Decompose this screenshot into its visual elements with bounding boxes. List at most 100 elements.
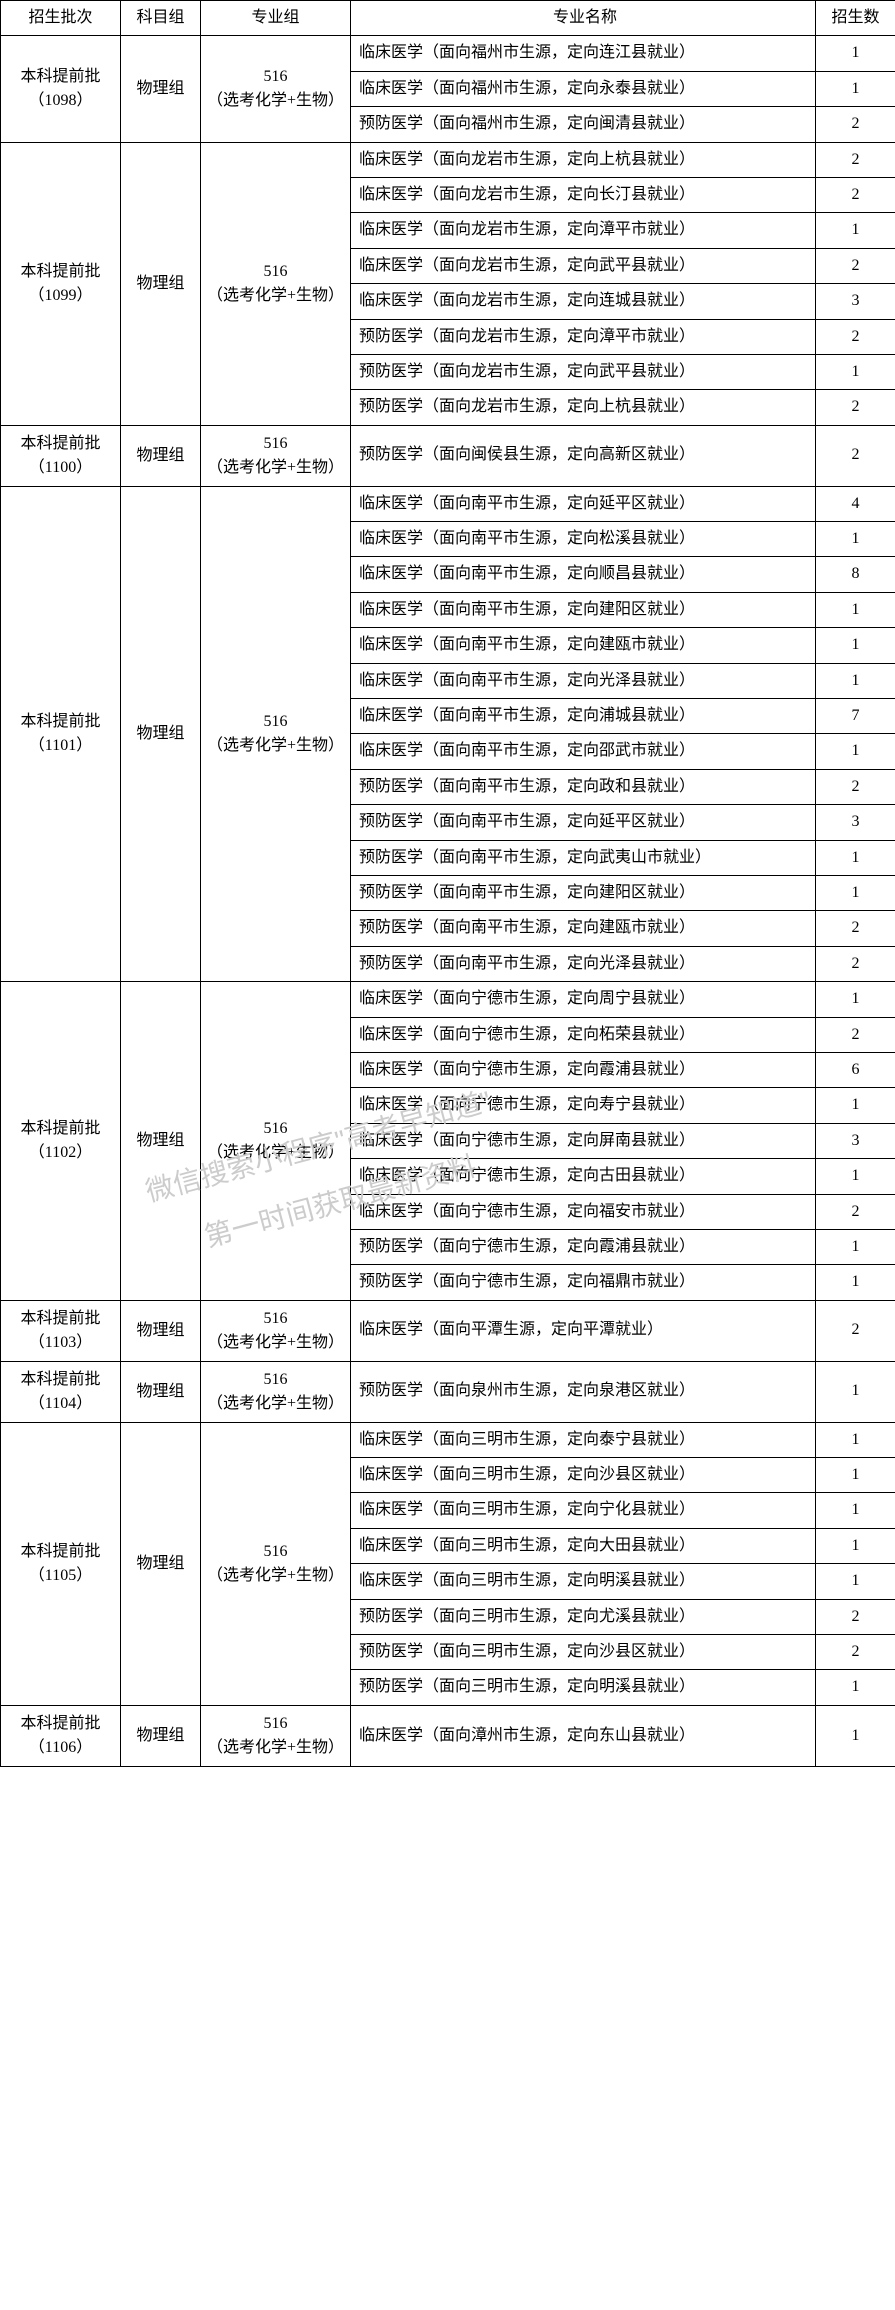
batch-cell: 本科提前批（1103） [1,1300,121,1361]
major-cell: 临床医学（面向南平市生源，定向松溪县就业） [351,522,816,557]
major-cell: 临床医学（面向漳州市生源，定向东山县就业） [351,1705,816,1766]
major-cell: 临床医学（面向宁德市生源，定向古田县就业） [351,1159,816,1194]
count-cell: 1 [816,1088,895,1123]
header-count: 招生数 [816,1,895,36]
subject-cell: 物理组 [121,486,201,981]
count-cell: 2 [816,1635,895,1670]
major-cell: 临床医学（面向南平市生源，定向邵武市就业） [351,734,816,769]
batch-cell: 本科提前批（1106） [1,1705,121,1766]
major-cell: 预防医学（面向龙岩市生源，定向上杭县就业） [351,390,816,425]
batch-cell: 本科提前批（1100） [1,425,121,486]
subject-cell: 物理组 [121,425,201,486]
major-cell: 临床医学（面向宁德市生源，定向寿宁县就业） [351,1088,816,1123]
count-cell: 2 [816,1194,895,1229]
major-cell: 临床医学（面向三明市生源，定向沙县区就业） [351,1458,816,1493]
count-cell: 3 [816,805,895,840]
major-cell: 预防医学（面向宁德市生源，定向霞浦县就业） [351,1229,816,1264]
batch-cell: 本科提前批（1098） [1,36,121,142]
major-cell: 预防医学（面向龙岩市生源，定向漳平市就业） [351,319,816,354]
count-cell: 1 [816,1564,895,1599]
major-cell: 临床医学（面向南平市生源，定向建阳区就业） [351,592,816,627]
major-cell: 临床医学（面向龙岩市生源，定向武平县就业） [351,248,816,283]
major-cell: 预防医学（面向南平市生源，定向延平区就业） [351,805,816,840]
table-row: 本科提前批（1098）物理组516（选考化学+生物）临床医学（面向福州市生源，定… [1,36,895,71]
table-row: 本科提前批（1106）物理组516（选考化学+生物）临床医学（面向漳州市生源，定… [1,1705,895,1766]
count-cell: 1 [816,592,895,627]
major-cell: 临床医学（面向平潭生源，定向平潭就业） [351,1300,816,1361]
major-cell: 预防医学（面向三明市生源，定向明溪县就业） [351,1670,816,1705]
subject-cell: 物理组 [121,1300,201,1361]
subject-cell: 物理组 [121,36,201,142]
major-cell: 临床医学（面向三明市生源，定向泰宁县就业） [351,1422,816,1457]
table-row: 本科提前批（1103）物理组516（选考化学+生物）临床医学（面向平潭生源，定向… [1,1300,895,1361]
count-cell: 1 [816,36,895,71]
batch-cell: 本科提前批（1105） [1,1422,121,1705]
count-cell: 1 [816,1528,895,1563]
major-cell: 临床医学（面向龙岩市生源，定向连城县就业） [351,284,816,319]
count-cell: 2 [816,1599,895,1634]
count-cell: 1 [816,875,895,910]
group-cell: 516（选考化学+生物） [201,1300,351,1361]
count-cell: 1 [816,1493,895,1528]
count-cell: 2 [816,248,895,283]
major-cell: 预防医学（面向南平市生源，定向政和县就业） [351,769,816,804]
major-cell: 临床医学（面向南平市生源，定向建瓯市就业） [351,628,816,663]
count-cell: 7 [816,699,895,734]
major-cell: 临床医学（面向宁德市生源，定向霞浦县就业） [351,1052,816,1087]
major-cell: 临床医学（面向龙岩市生源，定向上杭县就业） [351,142,816,177]
count-cell: 3 [816,1123,895,1158]
major-cell: 临床医学（面向南平市生源，定向顺昌县就业） [351,557,816,592]
count-cell: 3 [816,284,895,319]
table-row: 本科提前批（1101）物理组516（选考化学+生物）临床医学（面向南平市生源，定… [1,486,895,521]
major-cell: 临床医学（面向宁德市生源，定向屏南县就业） [351,1123,816,1158]
group-cell: 516（选考化学+生物） [201,425,351,486]
count-cell: 1 [816,1229,895,1264]
count-cell: 2 [816,319,895,354]
subject-cell: 物理组 [121,1705,201,1766]
count-cell: 2 [816,1017,895,1052]
major-cell: 临床医学（面向南平市生源，定向延平区就业） [351,486,816,521]
count-cell: 1 [816,213,895,248]
header-major: 专业名称 [351,1,816,36]
count-cell: 2 [816,1300,895,1361]
group-cell: 516（选考化学+生物） [201,1422,351,1705]
count-cell: 2 [816,142,895,177]
major-cell: 临床医学（面向三明市生源，定向宁化县就业） [351,1493,816,1528]
count-cell: 1 [816,522,895,557]
count-cell: 1 [816,1705,895,1766]
count-cell: 1 [816,1670,895,1705]
major-cell: 临床医学（面向福州市生源，定向连江县就业） [351,36,816,71]
header-batch: 招生批次 [1,1,121,36]
count-cell: 4 [816,486,895,521]
count-cell: 2 [816,390,895,425]
major-cell: 临床医学（面向宁德市生源，定向柘荣县就业） [351,1017,816,1052]
count-cell: 2 [816,769,895,804]
major-cell: 预防医学（面向南平市生源，定向建瓯市就业） [351,911,816,946]
group-cell: 516（选考化学+生物） [201,142,351,425]
count-cell: 2 [816,107,895,142]
admissions-table: 招生批次 科目组 专业组 专业名称 招生数 本科提前批（1098）物理组516（… [0,0,895,1767]
major-cell: 预防医学（面向南平市生源，定向武夷山市就业） [351,840,816,875]
header-subject: 科目组 [121,1,201,36]
table-row: 本科提前批（1105）物理组516（选考化学+生物）临床医学（面向三明市生源，定… [1,1422,895,1457]
subject-cell: 物理组 [121,1361,201,1422]
major-cell: 临床医学（面向宁德市生源，定向周宁县就业） [351,982,816,1017]
count-cell: 2 [816,946,895,981]
batch-cell: 本科提前批（1102） [1,982,121,1301]
table-row: 本科提前批（1099）物理组516（选考化学+生物）临床医学（面向龙岩市生源，定… [1,142,895,177]
major-cell: 临床医学（面向三明市生源，定向明溪县就业） [351,1564,816,1599]
count-cell: 2 [816,425,895,486]
count-cell: 1 [816,71,895,106]
major-cell: 预防医学（面向闽侯县生源，定向高新区就业） [351,425,816,486]
major-cell: 临床医学（面向南平市生源，定向光泽县就业） [351,663,816,698]
table-row: 本科提前批（1100）物理组516（选考化学+生物）预防医学（面向闽侯县生源，定… [1,425,895,486]
count-cell: 1 [816,354,895,389]
count-cell: 2 [816,911,895,946]
table-row: 本科提前批（1104）物理组516（选考化学+生物）预防医学（面向泉州市生源，定… [1,1361,895,1422]
major-cell: 临床医学（面向龙岩市生源，定向漳平市就业） [351,213,816,248]
count-cell: 8 [816,557,895,592]
group-cell: 516（选考化学+生物） [201,1705,351,1766]
major-cell: 临床医学（面向宁德市生源，定向福安市就业） [351,1194,816,1229]
group-cell: 516（选考化学+生物） [201,1361,351,1422]
major-cell: 预防医学（面向福州市生源，定向闽清县就业） [351,107,816,142]
